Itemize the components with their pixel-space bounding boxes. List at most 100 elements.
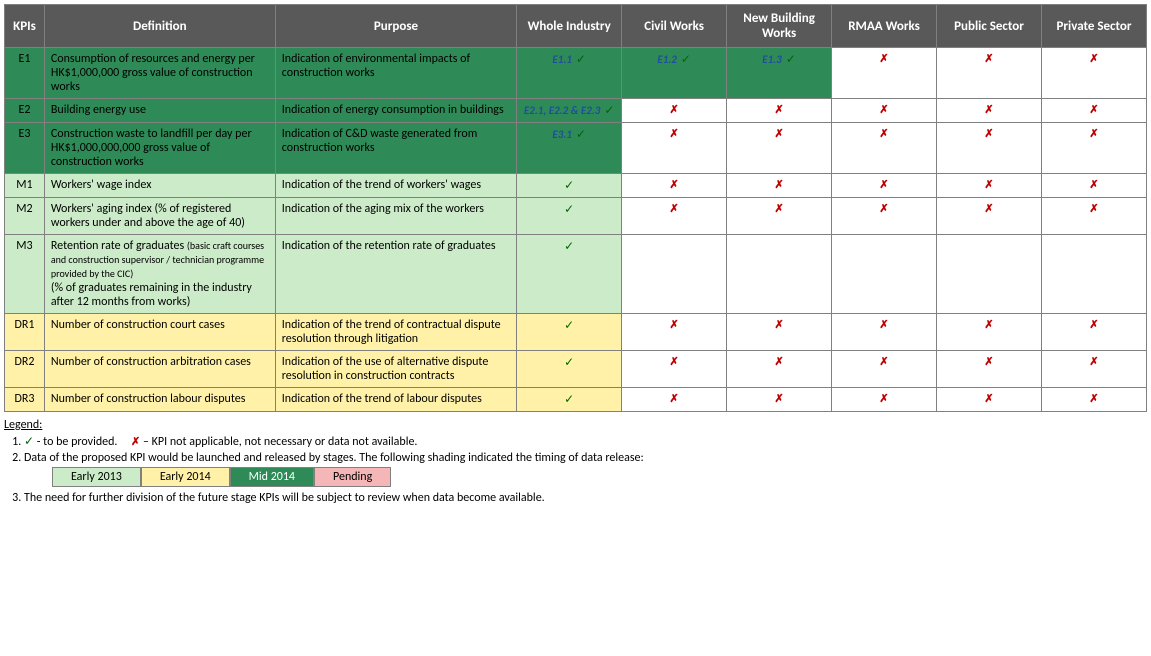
- table-row: DR1Number of construction court casesInd…: [5, 314, 1147, 351]
- cross-icon: ✗: [984, 392, 993, 405]
- segment-cell: E3.1✓: [517, 123, 622, 174]
- cross-icon: ✗: [879, 318, 888, 331]
- cross-icon: ✗: [879, 178, 888, 191]
- segment-cell: [622, 235, 727, 314]
- table-row: E1Consumption of resources and energy pe…: [5, 48, 1147, 99]
- segment-cell: ✗: [832, 99, 937, 123]
- segment-cell: E1.3✓: [727, 48, 832, 99]
- cross-icon: ✗: [774, 127, 783, 140]
- segment-cell: ✗: [727, 351, 832, 388]
- legend-item-2: Data of the proposed KPI would be launch…: [24, 451, 1147, 487]
- table-row: E2Building energy useIndication of energ…: [5, 99, 1147, 123]
- cross-icon: ✗: [984, 103, 993, 116]
- segment-cell: ✗: [727, 388, 832, 412]
- segment-cell: [937, 235, 1042, 314]
- segment-cell: ✗: [622, 314, 727, 351]
- column-header: KPIs: [5, 5, 45, 48]
- segment-cell: ✗: [622, 123, 727, 174]
- segment-cell: ✗: [937, 314, 1042, 351]
- kpi-id: DR1: [5, 314, 45, 351]
- segment-cell: ✗: [622, 99, 727, 123]
- cross-icon: ✗: [774, 392, 783, 405]
- segment-cell: ✗: [622, 174, 727, 198]
- kpi-purpose: Indication of the retention rate of grad…: [275, 235, 516, 314]
- legend-item-1: ✓ - to be provided. ✗ – KPI not applicab…: [24, 434, 1147, 449]
- cross-icon: ✗: [1089, 318, 1098, 331]
- segment-cell: ✗: [622, 351, 727, 388]
- segment-cell: ✗: [832, 198, 937, 235]
- segment-cell: ✗: [1041, 99, 1146, 123]
- cross-icon: ✗: [984, 318, 993, 331]
- legend-swatches: Early 2013Early 2014Mid 2014Pending: [52, 467, 1147, 487]
- segment-cell: ✗: [937, 99, 1042, 123]
- table-row: DR3Number of construction labour dispute…: [5, 388, 1147, 412]
- kpi-id: E2: [5, 99, 45, 123]
- kpi-purpose: Indication of the trend of workers' wage…: [275, 174, 516, 198]
- kpi-purpose: Indication of the aging mix of the worke…: [275, 198, 516, 235]
- cross-icon: ✗: [879, 103, 888, 116]
- cross-icon: ✗: [1089, 103, 1098, 116]
- segment-cell: ✗: [937, 123, 1042, 174]
- legend-tick-text: - to be provided.: [37, 435, 118, 449]
- kpi-definition: Workers' wage index: [44, 174, 275, 198]
- segment-cell: ✗: [1041, 48, 1146, 99]
- cross-icon: ✗: [879, 355, 888, 368]
- tick-icon: ✓: [564, 239, 574, 253]
- kpi-purpose: Indication of the trend of labour disput…: [275, 388, 516, 412]
- table-header: KPIsDefinitionPurposeWhole IndustryCivil…: [5, 5, 1147, 48]
- segment-cell: ✗: [832, 48, 937, 99]
- segment-cell: ✗: [727, 99, 832, 123]
- segment-cell: ✓: [517, 174, 622, 198]
- segment-cell: ✗: [1041, 388, 1146, 412]
- kpi-id: E3: [5, 123, 45, 174]
- segment-cell: [727, 235, 832, 314]
- legend-swatch: Early 2013: [52, 467, 141, 487]
- kpi-definition: Number of construction labour disputes: [44, 388, 275, 412]
- segment-ref: E1.3: [762, 53, 781, 66]
- cross-icon: ✗: [670, 318, 679, 331]
- column-header: Whole Industry: [517, 5, 622, 48]
- tick-icon: ✓: [564, 178, 574, 192]
- cross-icon: ✗: [670, 355, 679, 368]
- tick-icon: ✓: [576, 127, 586, 141]
- segment-cell: ✗: [832, 388, 937, 412]
- segment-cell: ✗: [1041, 174, 1146, 198]
- table-row: M2Workers' aging index (% of registered …: [5, 198, 1147, 235]
- segment-cell: ✗: [1041, 123, 1146, 174]
- segment-cell: ✗: [937, 351, 1042, 388]
- segment-cell: E2.1, E2.2 & E2.3 ✓: [517, 99, 622, 123]
- legend: Legend: ✓ - to be provided. ✗ – KPI not …: [4, 418, 1147, 505]
- segment-cell: ✗: [622, 388, 727, 412]
- legend-swatch: Mid 2014: [230, 467, 314, 487]
- segment-ref: E1.2: [657, 53, 676, 66]
- kpi-definition: Retention rate of graduates (basic craft…: [44, 235, 275, 314]
- cross-icon: ✗: [670, 103, 679, 116]
- segment-cell: ✗: [937, 388, 1042, 412]
- tick-icon: ✓: [604, 103, 614, 117]
- tick-icon: ✓: [681, 52, 691, 66]
- cross-icon: ✗: [984, 127, 993, 140]
- kpi-purpose: Indication of environmental impacts of c…: [275, 48, 516, 99]
- segment-cell: ✗: [1041, 198, 1146, 235]
- kpi-id: E1: [5, 48, 45, 99]
- table-row: M1Workers' wage indexIndication of the t…: [5, 174, 1147, 198]
- cross-icon: ✗: [1089, 355, 1098, 368]
- cross-icon: ✗: [984, 52, 993, 65]
- cross-icon: ✗: [670, 178, 679, 191]
- segment-cell: ✗: [1041, 351, 1146, 388]
- cross-icon: ✗: [670, 202, 679, 215]
- segment-cell: ✓: [517, 314, 622, 351]
- legend-swatch: Early 2014: [141, 467, 230, 487]
- kpi-purpose: Indication of C&D waste generated from c…: [275, 123, 516, 174]
- cross-icon: ✗: [1089, 202, 1098, 215]
- cross-icon: ✗: [984, 202, 993, 215]
- kpi-table: KPIsDefinitionPurposeWhole IndustryCivil…: [4, 4, 1147, 412]
- cross-icon: ✗: [879, 127, 888, 140]
- legend-cross-text: – KPI not applicable, not necessary or d…: [143, 435, 417, 449]
- segment-cell: ✗: [832, 351, 937, 388]
- segment-cell: ✗: [727, 198, 832, 235]
- segment-ref: E2.1, E2.2 & E2.3: [524, 104, 600, 117]
- cross-icon: ✗: [984, 355, 993, 368]
- legend-title: Legend:: [4, 418, 42, 432]
- cross-icon: ✗: [1089, 127, 1098, 140]
